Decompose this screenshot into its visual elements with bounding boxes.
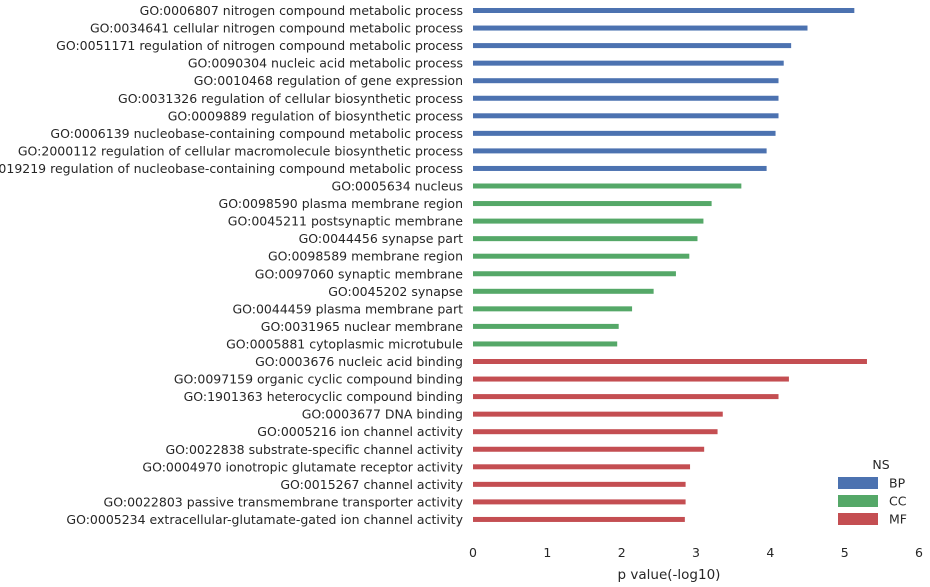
x-tick-label: 2 bbox=[618, 545, 626, 560]
bar-mf-24 bbox=[473, 429, 718, 435]
category-label: GO:1901363 heterocyclic compound binding bbox=[184, 389, 463, 404]
bar-bp-0 bbox=[473, 8, 855, 13]
bar-cc-14 bbox=[473, 253, 690, 259]
bar-bp-4 bbox=[473, 78, 779, 84]
category-label: GO:0005234 extracellular-glutamate-gated… bbox=[66, 512, 463, 527]
category-label: GO:0044456 synapse part bbox=[299, 231, 463, 246]
bar-bp-8 bbox=[473, 148, 767, 154]
bar-mf-21 bbox=[473, 376, 789, 382]
bar-bp-7 bbox=[473, 130, 776, 136]
bar-mf-20 bbox=[473, 359, 867, 364]
category-label: GO:0090304 nucleic acid metabolic proces… bbox=[188, 56, 463, 71]
bar-mf-26 bbox=[473, 464, 691, 470]
category-label: GO:0005881 cytoplasmic microtubule bbox=[226, 336, 463, 351]
bar-bp-9 bbox=[473, 165, 767, 171]
category-labels: GO:0006807 nitrogen compound metabolic p… bbox=[0, 3, 464, 527]
bar-cc-12 bbox=[473, 218, 704, 224]
bar-mf-28 bbox=[473, 499, 686, 505]
category-label: GO:0003676 nucleic acid binding bbox=[255, 354, 463, 369]
bar-cc-11 bbox=[473, 201, 712, 207]
category-label: GO:0031965 nuclear membrane bbox=[261, 319, 464, 334]
category-label: GO:0031326 regulation of cellular biosyn… bbox=[118, 91, 463, 106]
bar-bp-6 bbox=[473, 113, 779, 119]
x-tick-label: 1 bbox=[543, 545, 551, 560]
legend-label-bp: BP bbox=[889, 476, 906, 491]
category-label: GO:0022838 substrate-specific channel ac… bbox=[165, 442, 463, 457]
bar-cc-13 bbox=[473, 236, 698, 242]
legend-swatch-cc bbox=[838, 495, 878, 507]
bar-mf-27 bbox=[473, 481, 686, 487]
category-label: GO:0097060 synaptic membrane bbox=[255, 266, 464, 281]
x-tick-label: 5 bbox=[841, 545, 849, 560]
legend-swatch-bp bbox=[838, 477, 878, 489]
category-label: GO:0004970 ionotropic glutamate receptor… bbox=[142, 459, 463, 474]
legend-swatch-mf bbox=[838, 513, 878, 525]
category-label: GO:0015267 channel activity bbox=[280, 477, 463, 492]
bar-cc-16 bbox=[473, 288, 654, 294]
bar-mf-22 bbox=[473, 394, 779, 400]
bar-mf-29 bbox=[473, 516, 685, 522]
category-label: GO:0034641 cellular nitrogen compound me… bbox=[90, 21, 463, 36]
x-tick-label: 6 bbox=[915, 545, 923, 560]
category-label: GO:0005634 nucleus bbox=[332, 179, 463, 194]
bar-bp-2 bbox=[473, 43, 792, 49]
x-axis-title: p value(-log10) bbox=[618, 567, 721, 583]
bar-bp-3 bbox=[473, 60, 784, 66]
category-label: GO:0045211 postsynaptic membrane bbox=[228, 214, 464, 229]
category-label: GO:0019219 regulation of nucleobase-cont… bbox=[0, 161, 463, 176]
category-label: GO:0003677 DNA binding bbox=[302, 407, 463, 422]
bars-group bbox=[473, 8, 867, 522]
x-tick-label: 4 bbox=[766, 545, 774, 560]
category-label: GO:0006807 nitrogen compound metabolic p… bbox=[140, 3, 463, 18]
bar-bp-5 bbox=[473, 95, 779, 101]
category-label: GO:0045202 synapse bbox=[328, 284, 463, 299]
legend: NS BP CC MF bbox=[838, 457, 907, 527]
bar-mf-23 bbox=[473, 411, 723, 417]
bar-cc-10 bbox=[473, 183, 742, 189]
x-tick-label: 3 bbox=[692, 545, 700, 560]
bar-bp-1 bbox=[473, 25, 808, 31]
category-label: GO:0097159 organic cyclic compound bindi… bbox=[174, 372, 463, 387]
category-label: GO:0010468 regulation of gene expression bbox=[194, 73, 463, 88]
bar-cc-18 bbox=[473, 323, 619, 329]
x-tick-label: 0 bbox=[469, 545, 477, 560]
category-label: GO:0044459 plasma membrane part bbox=[232, 301, 463, 316]
category-label: GO:0051171 regulation of nitrogen compou… bbox=[56, 38, 463, 53]
category-label: GO:0098590 plasma membrane region bbox=[219, 196, 463, 211]
legend-label-cc: CC bbox=[889, 494, 907, 509]
legend-title: NS bbox=[872, 457, 889, 472]
category-label: GO:0022803 passive transmembrane transpo… bbox=[104, 494, 464, 509]
category-label: GO:0009889 regulation of biosynthetic pr… bbox=[168, 108, 463, 123]
x-tick-labels: 0 1 2 3 4 5 6 bbox=[469, 545, 923, 560]
legend-entries: BP CC MF bbox=[838, 476, 907, 527]
bar-cc-17 bbox=[473, 306, 633, 312]
category-label: GO:2000112 regulation of cellular macrom… bbox=[18, 143, 463, 158]
category-label: GO:0006139 nucleobase-containing compoun… bbox=[50, 126, 463, 141]
legend-label-mf: MF bbox=[889, 512, 907, 527]
bar-cc-19 bbox=[473, 341, 618, 347]
bar-mf-25 bbox=[473, 446, 705, 452]
bar-cc-15 bbox=[473, 271, 676, 277]
category-label: GO:0005216 ion channel activity bbox=[257, 424, 463, 439]
category-label: GO:0098589 membrane region bbox=[268, 249, 463, 264]
